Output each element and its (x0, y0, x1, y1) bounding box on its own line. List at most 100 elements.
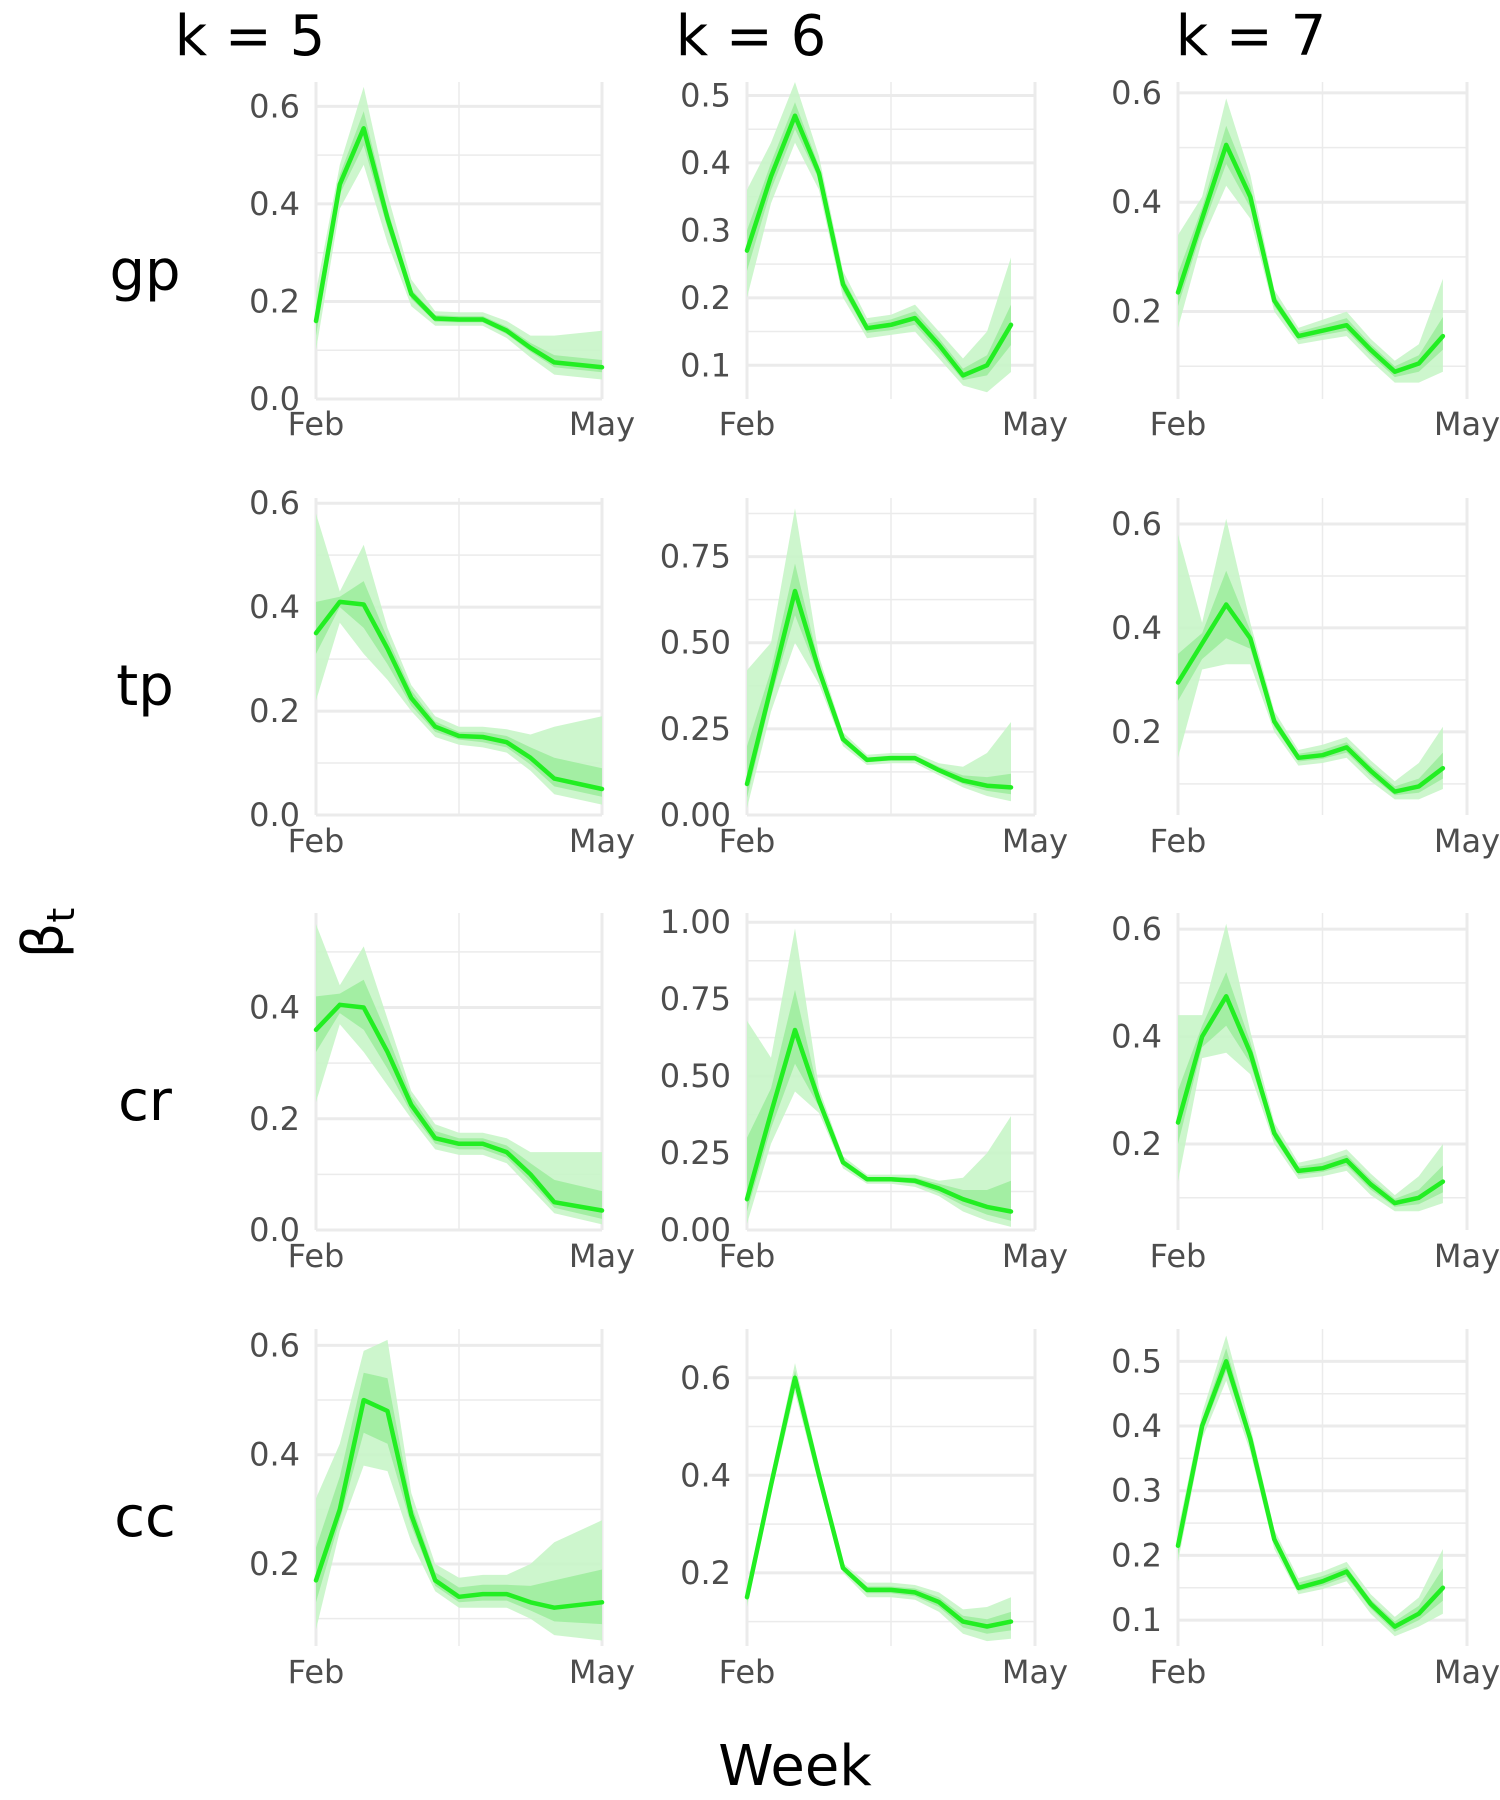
x-tick-label: May (1434, 405, 1500, 443)
svg-text:βt: βt (11, 908, 83, 959)
series-line (1175, 602, 1446, 794)
y-tick-label: 0.4 (249, 185, 300, 223)
y-tick-label: 0.4 (249, 989, 300, 1027)
panel-tp-k=7: 0.2 0.4 0.6 Feb May (1111, 498, 1500, 860)
credible-band-inner (1178, 972, 1443, 1207)
panel-cr-k=6: 0.00 0.25 0.50 0.75 1.00 Feb May (660, 903, 1068, 1275)
x-tick-label: Feb (719, 1237, 776, 1275)
x-tick-label: Feb (288, 1237, 345, 1275)
column-titles: k = 5 k = 6 k = 7 (175, 4, 1327, 69)
y-tick-label: 0.6 (1111, 910, 1162, 948)
y-tick-label: 0.50 (660, 1057, 731, 1095)
y-tick-label: 0.2 (1111, 713, 1162, 751)
series-line (744, 1027, 1014, 1214)
x-tick-label: May (1434, 1653, 1500, 1691)
x-tick-label: Feb (1150, 1653, 1207, 1691)
y-tick-label: 0.1 (1111, 1601, 1162, 1639)
x-tick-label: Feb (719, 822, 776, 860)
y-tick-label: 0.6 (1111, 505, 1162, 543)
credible-band-outer (747, 1363, 1011, 1642)
y-tick-label: 0.2 (1111, 1125, 1162, 1163)
y-tick-label: 0.0 (249, 1211, 300, 1249)
x-tick-label: May (569, 822, 635, 860)
credible-band-outer (1178, 98, 1443, 383)
y-tick-label: 0.4 (1111, 609, 1162, 647)
y-axis-title: βt (11, 908, 83, 959)
y-tick-label: 0.4 (249, 588, 300, 626)
x-tick-label: Feb (288, 1653, 345, 1691)
row-labels: gp tp cr cc (109, 239, 180, 1550)
x-tick-label: May (569, 1653, 635, 1691)
y-tick-label: 0.25 (660, 710, 731, 748)
series-line (744, 1375, 1014, 1629)
y-tick-label: 0.75 (660, 980, 731, 1018)
series-line (744, 113, 1014, 378)
y-tick-label: 0.4 (1111, 1407, 1162, 1445)
y-tick-label: 0.6 (680, 1359, 731, 1397)
y-tick-label: 0.4 (249, 1436, 300, 1474)
y-tick-label: 0.5 (680, 76, 731, 114)
row-label: gp (109, 239, 180, 304)
y-tick-label: 0.2 (680, 1554, 731, 1592)
x-tick-label: Feb (288, 822, 345, 860)
y-axis-title-symbol: β (11, 923, 76, 959)
y-tick-label: 0.6 (249, 1326, 300, 1364)
panel-gp-k=6: 0.1 0.2 0.3 0.4 0.5 Feb May (680, 76, 1068, 443)
row-label: cr (118, 1069, 173, 1134)
credible-band-outer (1178, 518, 1443, 800)
y-tick-label: 0.4 (680, 144, 731, 182)
series-line (313, 599, 605, 792)
x-tick-label: May (1434, 822, 1500, 860)
y-tick-label: 0.0 (249, 796, 300, 834)
panel-cc-k=7: 0.1 0.2 0.3 0.4 0.5 Feb May (1111, 1329, 1500, 1691)
row-label: cc (114, 1485, 176, 1550)
panel-tp-k=6: 0.00 0.25 0.50 0.75 Feb May (660, 498, 1068, 860)
series-line (744, 588, 1014, 790)
column-title: k = 7 (1176, 4, 1327, 69)
y-tick-label: 0.2 (249, 282, 300, 320)
series-line (313, 1002, 605, 1213)
y-tick-label: 0.2 (1111, 1536, 1162, 1574)
x-tick-label: Feb (1150, 822, 1207, 860)
y-tick-label: 0.25 (660, 1134, 731, 1172)
y-tick-label: 0.4 (1111, 1018, 1162, 1056)
panel-cr-k=7: 0.2 0.4 0.6 Feb May (1111, 910, 1500, 1275)
x-tick-label: May (1434, 1237, 1500, 1275)
y-tick-label: 0.6 (1111, 74, 1162, 112)
x-tick-label: May (1002, 1653, 1068, 1691)
series-line (1175, 994, 1446, 1206)
credible-band-inner (316, 1372, 602, 1625)
x-tick-label: May (569, 405, 635, 443)
x-tick-label: May (1002, 405, 1068, 443)
y-tick-label: 0.2 (1111, 293, 1162, 331)
panel-cc-k=5: 0.2 0.4 0.6 Feb May (249, 1326, 635, 1691)
x-axis-title: Week (718, 1734, 872, 1799)
y-tick-label: 0.50 (660, 624, 731, 662)
series-line (1175, 1359, 1446, 1629)
panel-cc-k=6: 0.2 0.4 0.6 Feb May (680, 1329, 1068, 1691)
series-line (1175, 142, 1446, 374)
y-tick-label: 0.0 (249, 380, 300, 418)
credible-band-outer (1178, 1335, 1443, 1637)
y-tick-label: 1.00 (660, 903, 731, 941)
y-axis-title-subscript: t (39, 908, 83, 923)
y-tick-label: 0.4 (1111, 183, 1162, 221)
panel-gp-k=5: 0.0 0.2 0.4 0.6 Feb May (249, 82, 635, 443)
series-line (313, 1397, 605, 1610)
y-tick-label: 0.2 (249, 1100, 300, 1138)
x-tick-label: May (1002, 1237, 1068, 1275)
y-tick-label: 0.4 (680, 1456, 731, 1494)
credible-band-outer (747, 508, 1011, 809)
column-title: k = 6 (676, 4, 827, 69)
y-tick-label: 0.00 (660, 1211, 731, 1249)
y-tick-label: 0.5 (1111, 1342, 1162, 1380)
x-tick-label: May (1002, 822, 1068, 860)
y-tick-label: 0.75 (660, 538, 731, 576)
y-tick-label: 0.3 (1111, 1472, 1162, 1510)
y-tick-label: 0.6 (249, 87, 300, 125)
y-tick-label: 0.2 (680, 279, 731, 317)
credible-band-inner (316, 979, 602, 1219)
x-tick-label: Feb (288, 405, 345, 443)
